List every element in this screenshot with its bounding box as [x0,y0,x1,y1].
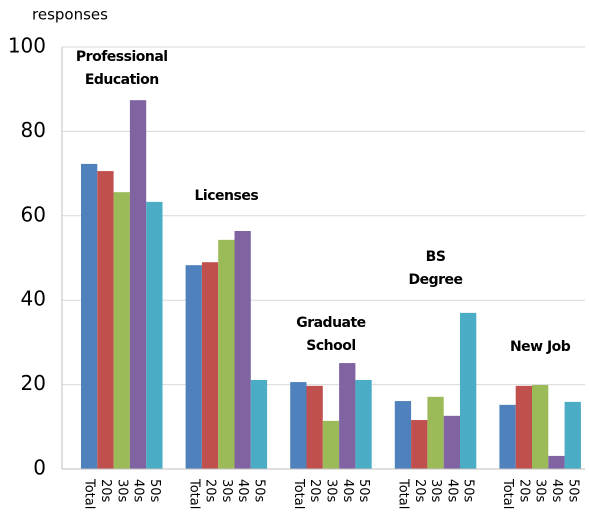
y-tick-label: 20 [21,371,46,395]
bar [218,239,235,469]
x-tick-label: 30s [533,479,548,503]
bar [129,100,147,469]
bar [427,396,444,469]
group-label: Degree [409,272,463,288]
x-tick-label: 30s [114,479,129,503]
group-label: Professional [76,49,168,65]
bar [146,201,163,469]
bar [532,385,549,469]
x-tick-label: 50s [356,479,371,503]
bar [306,385,323,469]
group-label: New Job [510,339,571,355]
bar [290,382,307,469]
bar [499,404,516,469]
x-tick-label: Total [291,478,306,509]
bar [81,163,98,470]
x-tick-label: 20s [307,479,322,503]
bar [201,262,219,469]
bar [97,171,114,469]
bar [355,379,372,469]
x-tick-label: 40s [444,479,459,503]
bar [460,312,477,469]
y-axis-label: responses [32,6,108,24]
x-tick-label: Total [500,478,515,509]
x-tick-label: 30s [219,479,234,503]
x-tick-label: Total [186,478,201,509]
bar [564,401,581,469]
group-label: Graduate [296,315,365,331]
bar [394,401,412,469]
bar [185,265,202,469]
x-tick-label: 40s [549,479,564,503]
bar [339,363,356,469]
x-tick-label: 20s [412,479,427,503]
bar [322,420,340,469]
y-tick-label: 100 [8,34,46,58]
x-tick-label: 50s [251,479,266,503]
x-tick-label: 40s [235,479,250,503]
y-tick-label: 80 [21,118,46,142]
x-tick-label: 40s [131,479,146,503]
x-tick-label: 30s [428,479,443,503]
bar [234,230,251,469]
group-label: BS [426,249,446,265]
y-tick-label: 60 [21,202,46,226]
x-tick-label: 30s [323,479,338,503]
x-tick-label: 20s [203,479,218,503]
group-label: Licenses [195,188,259,204]
x-tick-label: Total [82,478,97,509]
bar [443,415,460,469]
bar [113,192,130,469]
x-tick-label: 50s [147,479,162,503]
group-label: Education [85,72,159,88]
x-tick-label: 50s [565,479,580,503]
x-tick-label: 40s [340,479,355,503]
bar [548,455,565,469]
x-tick-label: Total [395,478,410,509]
y-tick-label: 40 [21,287,46,311]
x-tick-label: 50s [461,479,476,503]
y-tick-label: 0 [33,456,46,480]
bar [411,420,428,469]
group-label: School [306,338,355,354]
x-tick-label: 20s [98,479,113,503]
bar [515,385,532,469]
bar [250,379,268,469]
x-tick-label: 20s [516,479,531,503]
